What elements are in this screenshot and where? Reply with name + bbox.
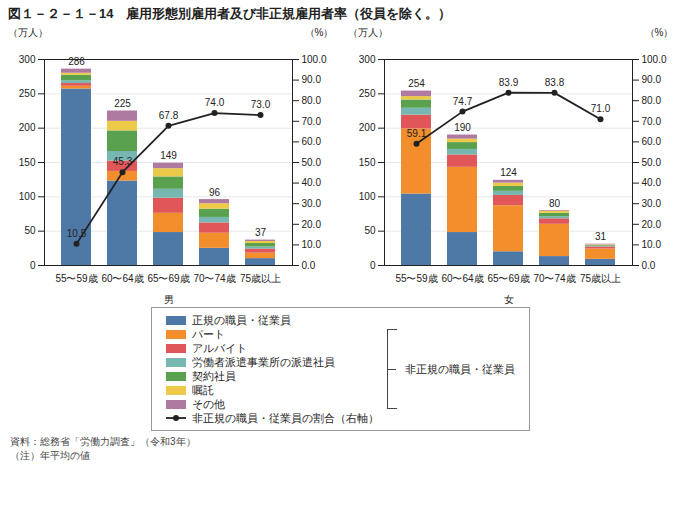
svg-text:74.0: 74.0 [205, 97, 225, 108]
svg-text:254: 254 [408, 78, 425, 89]
svg-text:190: 190 [454, 122, 471, 133]
svg-text:65〜69歳: 65〜69歳 [487, 273, 529, 284]
svg-text:50: 50 [24, 225, 36, 236]
svg-text:0: 0 [370, 260, 376, 271]
svg-text:300: 300 [19, 54, 36, 65]
svg-text:80.0: 80.0 [642, 95, 662, 106]
svg-text:100.0: 100.0 [302, 54, 327, 65]
svg-text:55〜59歳: 55〜59歳 [55, 273, 97, 284]
svg-text:40.0: 40.0 [642, 177, 662, 188]
svg-text:90.0: 90.0 [302, 74, 322, 85]
svg-text:（%）: （%） [305, 27, 334, 38]
svg-text:80: 80 [549, 198, 561, 209]
svg-text:70〜74歳: 70〜74歳 [193, 273, 235, 284]
svg-text:225: 225 [114, 98, 131, 109]
svg-text:31: 31 [595, 231, 607, 242]
svg-text:70.0: 70.0 [642, 116, 662, 127]
svg-text:45.3: 45.3 [113, 156, 133, 167]
svg-text:50.0: 50.0 [302, 157, 322, 168]
svg-text:83.9: 83.9 [499, 77, 519, 88]
svg-text:200: 200 [19, 122, 36, 133]
svg-text:65〜69歳: 65〜69歳 [147, 273, 189, 284]
svg-text:10.0: 10.0 [302, 239, 322, 250]
svg-text:20.0: 20.0 [302, 219, 322, 230]
svg-text:女: 女 [504, 294, 514, 305]
svg-text:0.0: 0.0 [302, 260, 316, 271]
svg-text:286: 286 [68, 56, 85, 67]
html-text:パート: パート [191, 327, 225, 340]
svg-text:60.0: 60.0 [302, 136, 322, 147]
html-text:その他: その他 [191, 397, 225, 410]
svg-text:100.0: 100.0 [642, 54, 667, 65]
svg-text:96: 96 [209, 187, 221, 198]
svg-text:40.0: 40.0 [302, 177, 322, 188]
svg-text:75歳以上: 75歳以上 [240, 273, 281, 284]
svg-text:250: 250 [359, 88, 376, 99]
html-text:労働者派遣事業所の派遣社員: 労働者派遣事業所の派遣社員 [191, 355, 335, 368]
svg-text:100: 100 [19, 191, 36, 202]
svg-text:10.0: 10.0 [642, 239, 662, 250]
svg-text:74.7: 74.7 [453, 96, 473, 107]
html-text:正規の職員・従業員: 正規の職員・従業員 [191, 313, 291, 326]
svg-text:73.0: 73.0 [251, 99, 271, 110]
svg-text:60〜64歳: 60〜64歳 [441, 273, 483, 284]
svg-text:20.0: 20.0 [642, 219, 662, 230]
svg-text:60.0: 60.0 [642, 136, 662, 147]
html-text:資料：総務省「労働力調査」（令和3年） （注）年平均の値: 資料：総務省「労働力調査」（令和3年） （注）年平均の値 [10, 436, 196, 461]
svg-text:男: 男 [164, 294, 174, 305]
html-text:図１－２－１－14 雇用形態別雇用者及び非正規雇用者率（役員: 図１－２－１－14 雇用形態別雇用者及び非正規雇用者率（役員を除く。） [8, 6, 452, 21]
svg-text:59.1: 59.1 [407, 128, 427, 139]
svg-text:149: 149 [160, 150, 177, 161]
svg-text:60〜64歳: 60〜64歳 [101, 273, 143, 284]
svg-text:124: 124 [500, 167, 517, 178]
svg-text:50: 50 [364, 225, 376, 236]
svg-text:80.0: 80.0 [302, 95, 322, 106]
svg-text:300: 300 [359, 54, 376, 65]
html-text:非正規の職員・従業員: 非正規の職員・従業員 [404, 362, 515, 375]
svg-text:37: 37 [255, 227, 267, 238]
svg-text:10.5: 10.5 [67, 228, 87, 239]
svg-text:55〜59歳: 55〜59歳 [395, 273, 437, 284]
svg-text:0.0: 0.0 [642, 260, 656, 271]
svg-text:（万人）: （万人） [8, 27, 48, 38]
svg-text:30.0: 30.0 [642, 198, 662, 209]
svg-text:150: 150 [19, 157, 36, 168]
html-text:契約社員: 契約社員 [191, 369, 236, 382]
svg-text:70〜74歳: 70〜74歳 [533, 273, 575, 284]
svg-text:67.8: 67.8 [159, 110, 179, 121]
html-text:非正規の職員・従業員の割合（右軸）: 非正規の職員・従業員の割合（右軸） [191, 411, 379, 424]
html-text:アルバイト: アルバイト [191, 341, 247, 354]
svg-text:（万人）: （万人） [348, 27, 388, 38]
svg-text:70.0: 70.0 [302, 116, 322, 127]
svg-text:（%）: （%） [645, 27, 674, 38]
svg-text:30.0: 30.0 [302, 198, 322, 209]
svg-text:100: 100 [359, 191, 376, 202]
html-text:嘱託: 嘱託 [191, 383, 214, 396]
svg-text:50.0: 50.0 [642, 157, 662, 168]
svg-text:150: 150 [359, 157, 376, 168]
svg-text:200: 200 [359, 122, 376, 133]
svg-text:90.0: 90.0 [642, 74, 662, 85]
svg-text:250: 250 [19, 88, 36, 99]
svg-text:83.8: 83.8 [545, 77, 565, 88]
svg-text:71.0: 71.0 [591, 103, 611, 114]
svg-text:0: 0 [30, 260, 36, 271]
svg-text:75歳以上: 75歳以上 [580, 273, 621, 284]
